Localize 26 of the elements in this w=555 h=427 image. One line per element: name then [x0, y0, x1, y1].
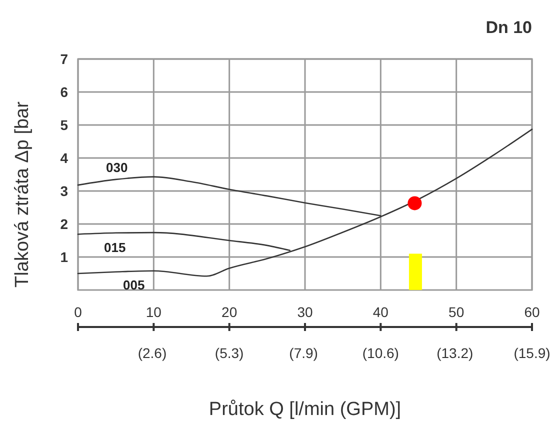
x-tick-label: 50	[448, 304, 464, 320]
series-label: 015	[104, 240, 126, 256]
y-tick-label: 2	[60, 216, 68, 232]
x-tick-label: 60	[524, 304, 540, 320]
x2-tick-label: (10.6)	[362, 345, 399, 361]
chart-title: Dn 10	[486, 18, 532, 37]
y-tick-label: 1	[60, 248, 68, 265]
y-tick-label: 6	[60, 84, 68, 100]
y-tick-label: 4	[60, 150, 68, 166]
x2-tick-label: (2.6)	[138, 345, 167, 361]
y-axis-title: Tlaková ztráta Δp [bar	[12, 100, 33, 288]
x2-tick-label: (13.2)	[436, 345, 474, 361]
x-tick-label: 30	[297, 304, 313, 320]
series-label: 005	[123, 278, 145, 292]
x2-tick-label: (15.9)	[514, 345, 550, 361]
y-tick-label: 7	[60, 50, 68, 67]
x-axis-title: Průtok Q [l/min (GPM)]	[208, 399, 402, 420]
x2-tick-label: (7.9)	[289, 345, 318, 361]
x2-tick-label: (5.3)	[214, 345, 244, 361]
series-label: 030	[106, 160, 128, 176]
y-tick-label: 5	[60, 116, 68, 133]
y-tick-label: 3	[60, 182, 68, 199]
x-tick-label: 40	[372, 304, 389, 320]
x-tick-label: 20	[222, 304, 238, 320]
x-tick-label: 10	[146, 304, 162, 320]
x-tick-label: 0	[74, 304, 82, 320]
